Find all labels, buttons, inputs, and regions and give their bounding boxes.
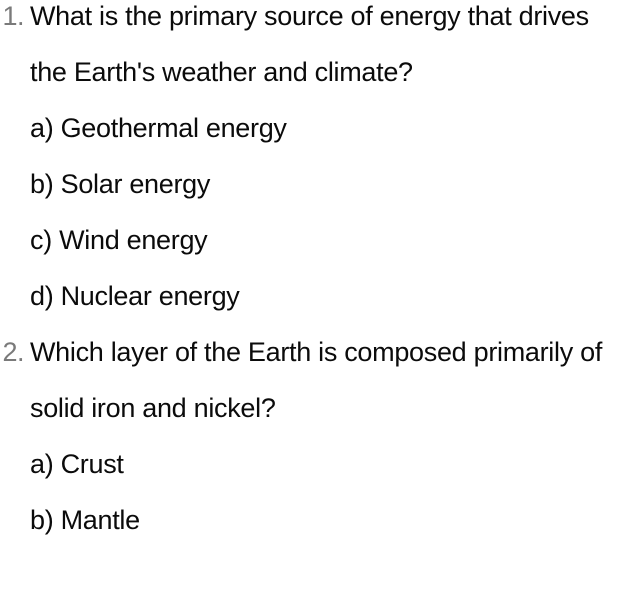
quiz-page: 1. What is the primary source of energy … xyxy=(0,0,617,590)
question-number: 1. xyxy=(0,0,24,44)
question-list: 1. What is the primary source of energy … xyxy=(0,0,617,548)
question-number: 2. xyxy=(0,324,24,380)
option-b: b) Mantle xyxy=(30,492,617,548)
question-stem: What is the primary source of energy tha… xyxy=(30,0,617,100)
options-list: a) Geothermal energy b) Solar energy c) … xyxy=(30,100,617,324)
option-c: c) Wind energy xyxy=(30,212,617,268)
option-a: a) Geothermal energy xyxy=(30,100,617,156)
option-a: a) Crust xyxy=(30,436,617,492)
options-list: a) Crust b) Mantle xyxy=(30,436,617,548)
content-clip: 1. What is the primary source of energy … xyxy=(0,0,617,548)
question-item: 1. What is the primary source of energy … xyxy=(30,0,617,324)
question-item: 2. Which layer of the Earth is composed … xyxy=(30,324,617,548)
question-stem: Which layer of the Earth is composed pri… xyxy=(30,324,617,436)
option-b: b) Solar energy xyxy=(30,156,617,212)
option-d: d) Nuclear energy xyxy=(30,268,617,324)
